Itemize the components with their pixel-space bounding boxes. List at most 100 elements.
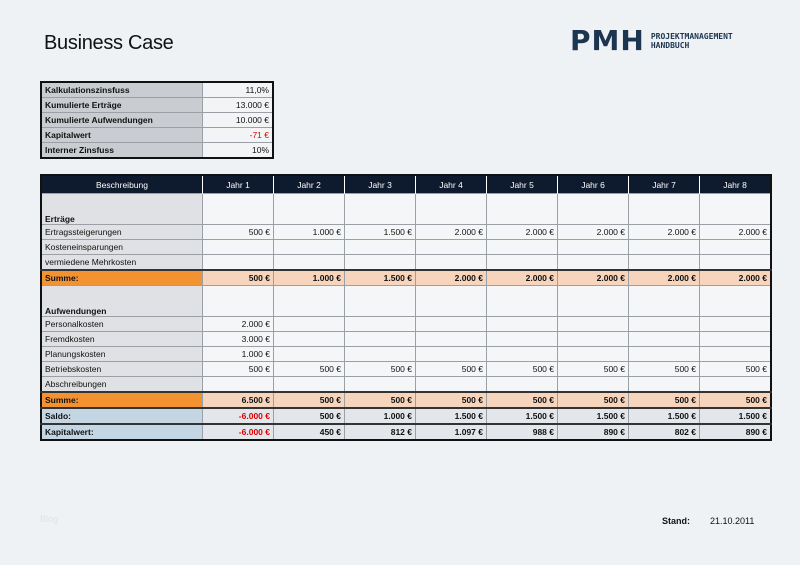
- cell[interactable]: 500 €: [557, 361, 629, 377]
- cell[interactable]: 802 €: [628, 423, 700, 441]
- cell[interactable]: [273, 193, 345, 225]
- cell[interactable]: [486, 239, 558, 255]
- cell[interactable]: [486, 285, 558, 317]
- cell[interactable]: [628, 239, 700, 255]
- cell[interactable]: 500 €: [273, 361, 345, 377]
- cell[interactable]: 2.000 €: [557, 269, 629, 286]
- cell[interactable]: 500 €: [415, 361, 487, 377]
- cell[interactable]: [628, 285, 700, 317]
- cell[interactable]: 500 €: [628, 361, 700, 377]
- row-label[interactable]: vermiedene Mehrkosten: [40, 254, 203, 271]
- cell[interactable]: 500 €: [273, 391, 345, 409]
- cell[interactable]: 450 €: [273, 423, 345, 441]
- cell[interactable]: [557, 346, 629, 362]
- cell[interactable]: 2.000 €: [557, 224, 629, 240]
- cell[interactable]: [202, 254, 274, 271]
- cell[interactable]: [699, 331, 772, 347]
- row-label[interactable]: Saldo:: [40, 407, 203, 425]
- row-label[interactable]: Ertragssteigerungen: [40, 224, 203, 240]
- cell[interactable]: [344, 239, 416, 255]
- cell[interactable]: [557, 285, 629, 317]
- cell[interactable]: 500 €: [628, 391, 700, 409]
- row-label[interactable]: Kapitalwert:: [40, 423, 203, 441]
- cell[interactable]: 1.500 €: [557, 407, 629, 425]
- cell[interactable]: 2.000 €: [415, 224, 487, 240]
- summary-value[interactable]: 13.000 €: [202, 97, 274, 113]
- cell[interactable]: [628, 376, 700, 393]
- cell[interactable]: 1.500 €: [344, 269, 416, 286]
- cell[interactable]: 500 €: [273, 407, 345, 425]
- cell[interactable]: [699, 239, 772, 255]
- cell[interactable]: 3.000 €: [202, 331, 274, 347]
- cell[interactable]: 500 €: [202, 269, 274, 286]
- cell[interactable]: 500 €: [344, 391, 416, 409]
- cell[interactable]: [344, 331, 416, 347]
- row-label[interactable]: Erträge: [40, 193, 203, 225]
- summary-value[interactable]: 11,0%: [202, 81, 274, 98]
- row-label[interactable]: Aufwendungen: [40, 285, 203, 317]
- cell[interactable]: [344, 254, 416, 271]
- cell[interactable]: [486, 346, 558, 362]
- cell[interactable]: [557, 239, 629, 255]
- cell[interactable]: 812 €: [344, 423, 416, 441]
- cell[interactable]: -6.000 €: [202, 407, 274, 425]
- cell[interactable]: 500 €: [344, 361, 416, 377]
- cell[interactable]: [273, 239, 345, 255]
- cell[interactable]: [202, 285, 274, 317]
- cell[interactable]: 890 €: [699, 423, 772, 441]
- row-label[interactable]: Fremdkosten: [40, 331, 203, 347]
- summary-value[interactable]: 10.000 €: [202, 112, 274, 128]
- cell[interactable]: 1.500 €: [486, 407, 558, 425]
- cell[interactable]: [415, 376, 487, 393]
- cell[interactable]: [273, 346, 345, 362]
- cell[interactable]: [415, 239, 487, 255]
- cell[interactable]: [699, 285, 772, 317]
- cell[interactable]: [415, 316, 487, 332]
- summary-value[interactable]: 10%: [202, 142, 274, 159]
- cell[interactable]: [628, 331, 700, 347]
- cell[interactable]: [557, 254, 629, 271]
- cell[interactable]: 2.000 €: [699, 224, 772, 240]
- cell[interactable]: 500 €: [557, 391, 629, 409]
- cell[interactable]: 1.500 €: [344, 224, 416, 240]
- cell[interactable]: [415, 346, 487, 362]
- cell[interactable]: [415, 254, 487, 271]
- cell[interactable]: [557, 193, 629, 225]
- cell[interactable]: [628, 316, 700, 332]
- cell[interactable]: [557, 376, 629, 393]
- cell[interactable]: 2.000 €: [486, 224, 558, 240]
- cell[interactable]: 2.000 €: [486, 269, 558, 286]
- row-label[interactable]: Planungskosten: [40, 346, 203, 362]
- row-label[interactable]: Summe:: [40, 391, 203, 409]
- row-label[interactable]: Summe:: [40, 269, 203, 286]
- cell[interactable]: [699, 254, 772, 271]
- cell[interactable]: [273, 285, 345, 317]
- cell[interactable]: 500 €: [415, 391, 487, 409]
- cell[interactable]: 500 €: [699, 391, 772, 409]
- summary-value[interactable]: -71 €: [202, 127, 274, 143]
- cell[interactable]: 500 €: [486, 361, 558, 377]
- cell[interactable]: 500 €: [486, 391, 558, 409]
- cell[interactable]: 1.000 €: [273, 224, 345, 240]
- cell[interactable]: 500 €: [202, 224, 274, 240]
- cell[interactable]: [486, 331, 558, 347]
- cell[interactable]: 2.000 €: [415, 269, 487, 286]
- cell[interactable]: [699, 193, 772, 225]
- cell[interactable]: 2.000 €: [202, 316, 274, 332]
- cell[interactable]: 1.000 €: [344, 407, 416, 425]
- cell[interactable]: [486, 193, 558, 225]
- cell[interactable]: [202, 239, 274, 255]
- cell[interactable]: 988 €: [486, 423, 558, 441]
- row-label[interactable]: Personalkosten: [40, 316, 203, 332]
- cell[interactable]: [273, 331, 345, 347]
- row-label[interactable]: Abschreibungen: [40, 376, 203, 393]
- cell[interactable]: [699, 346, 772, 362]
- cell[interactable]: 1.500 €: [415, 407, 487, 425]
- cell[interactable]: [344, 346, 416, 362]
- cell[interactable]: [628, 193, 700, 225]
- cell[interactable]: [344, 316, 416, 332]
- cell[interactable]: [202, 193, 274, 225]
- cell[interactable]: [486, 316, 558, 332]
- cell[interactable]: [486, 254, 558, 271]
- cell[interactable]: [415, 285, 487, 317]
